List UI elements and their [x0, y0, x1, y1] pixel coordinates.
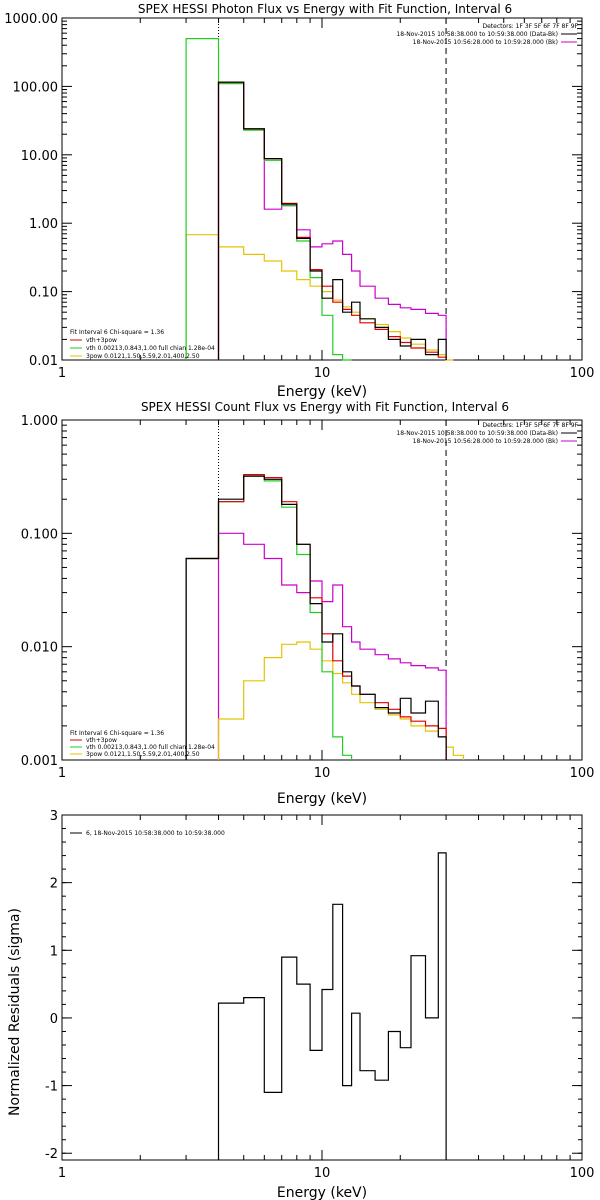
count-legend-data-bk: 18-Nov-2015 10:58:38.000 to 10:59:38.000…: [396, 430, 558, 437]
resid-y-tick-label: 0: [50, 1012, 58, 1027]
photon-series-vth: [185, 38, 352, 361]
photon-x-tick-label: 1: [58, 366, 66, 381]
count-series-vth: [185, 475, 353, 760]
count-y-tick-label: 0.001: [21, 754, 58, 769]
resid-y-tick-label: 3: [50, 809, 58, 824]
count-series-fit-sum: [185, 474, 447, 760]
resid-x-tick-label: 10: [314, 1166, 331, 1181]
photon-flux-panel: SPEX HESSI Photon Flux vs Energy with Fi…: [4, 2, 594, 400]
resid-y-tick-label: -2: [45, 1147, 58, 1162]
count-legend-detectors: Detectors: 1F 3F 5F 6F 7F 8F 9F: [482, 422, 578, 429]
count-chart-title: SPEX HESSI Count Flux vs Energy with Fit…: [141, 400, 509, 414]
photon-legend-data-bk: 18-Nov-2015 10:58:38.000 to 10:59:38.000…: [396, 31, 558, 38]
photon-x-axis-label: Energy (keV): [277, 384, 367, 400]
photon-series-total: [217, 81, 447, 360]
count-fit-legend-interval: Fit Interval 6 Chi-square = 1.36: [70, 730, 164, 737]
count-x-tick-label: 100: [570, 766, 595, 781]
count-fit-legend-3pow: 3pow 0.0121,1.50,5.59,2.01,400,2.50: [86, 751, 200, 758]
photon-series-background: [217, 81, 447, 360]
photon-y-tick-label: 0.10: [29, 286, 58, 301]
photon-legend-bk: 18-Nov-2015 10:56:28.000 to 10:59:28.000…: [413, 39, 558, 46]
resid-x-axis-label: Energy (keV): [277, 1185, 367, 1200]
photon-legend: Detectors: 1F 3F 5F 6F 7F 8F 9F 18-Nov-2…: [70, 23, 579, 360]
resid-y-tick-label: 1: [50, 944, 58, 959]
count-series-background: [217, 532, 447, 760]
photon-y-tick-label: 1000.00: [4, 12, 58, 27]
photon-fit-legend-interval: Fit Interval 6 Chi-square = 1.36: [70, 329, 164, 336]
count-fit-legend-sum: vth+3pow: [86, 737, 117, 744]
count-y-tick-label: 0.100: [21, 527, 58, 542]
residuals-panel: 1 10 100 -2 -1 0 1 2 3 Energy (keV) Normalized R…: [7, 809, 594, 1200]
count-x-tick-label: 10: [314, 766, 331, 781]
photon-fit-legend-sum: vth+3pow: [86, 337, 117, 344]
count-y-tick-label: 1.000: [21, 414, 58, 429]
count-legend-bk: 18-Nov-2015 10:56:28.000 to 10:59:28.000…: [413, 438, 558, 445]
photon-y-tick-label: 100.00: [13, 80, 59, 95]
resid-y-tick-label: 2: [50, 877, 58, 892]
resid-y-axis-label: Normalized Residuals (sigma): [7, 908, 23, 1116]
resid-series-residuals: [217, 852, 447, 1160]
count-x-tick-label: 1: [58, 766, 66, 781]
count-x-axis-label: Energy (keV): [277, 791, 367, 807]
photon-x-tick-label: 100: [570, 366, 595, 381]
photon-plot-area: 1 10 100 0.01 0.10 1.00 10.00 100.00 1000.00: [4, 12, 594, 381]
resid-frame: [61, 814, 583, 1161]
resid-legend-text: 6, 18-Nov-2015 10:58:38.000 to 10:59:38.…: [86, 830, 225, 837]
count-series-total: [185, 475, 447, 760]
resid-plot-area: 1 10 100 -2 -1 0 1 2 3: [45, 809, 594, 1181]
count-y-tick-label: 0.010: [21, 641, 58, 656]
count-plot-area: 1 10 100 0.001 0.010 0.100 1.000: [21, 414, 595, 781]
photon-series-bpow: [185, 234, 454, 361]
resid-x-tick-label: 1: [58, 1166, 66, 1181]
count-fit-legend-vth: vth 0.00213,0.843,1.00 full chian 1.28e-…: [86, 744, 215, 751]
count-flux-panel: SPEX HESSI Count Flux vs Energy with Fit…: [21, 400, 595, 807]
photon-fit-legend-vth: vth 0.00213,0.843,1.00 full chian 1.28e-…: [86, 345, 215, 352]
photon-y-tick-label: 0.01: [29, 354, 58, 369]
photon-x-tick-label: 10: [314, 366, 331, 381]
photon-chart-title: SPEX HESSI Photon Flux vs Energy with Fi…: [138, 2, 512, 16]
resid-y-tick-label: -1: [45, 1080, 58, 1095]
count-legend: Detectors: 1F 3F 5F 6F 7F 8F 9F 18-Nov-2…: [70, 422, 579, 758]
resid-x-tick-label: 100: [570, 1166, 595, 1181]
photon-y-tick-label: 10.00: [21, 149, 58, 164]
photon-y-tick-label: 1.00: [29, 217, 58, 232]
photon-fit-legend-3pow: 3pow 0.0121,1.50,5.59,2.01,400,2.50: [86, 353, 200, 360]
photon-legend-detectors: Detectors: 1F 3F 5F 6F 7F 8F 9F: [482, 23, 578, 30]
